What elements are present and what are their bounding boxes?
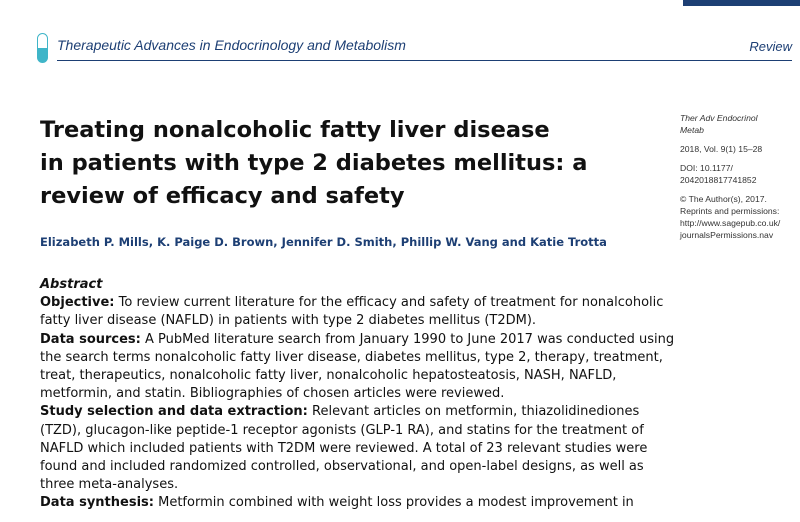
journal-capsule-icon	[37, 33, 48, 63]
title-line: review of efficacy and safety	[40, 183, 405, 209]
section-text: Relevant articles on metformin, thiazoli…	[40, 404, 648, 493]
header-divider	[57, 60, 792, 61]
reprints-label: Reprints and permissions:	[680, 206, 780, 216]
section-label: Data synthesis:	[40, 495, 154, 511]
article-metadata-sidebar: Ther Adv Endocrinol Metab 2018, Vol. 9(1…	[680, 112, 798, 241]
section-text: A PubMed literature search from January …	[40, 331, 675, 402]
doi-value: 2042018817741852	[680, 175, 757, 185]
header-accent-bar	[683, 0, 800, 6]
permissions-link[interactable]: http://www.sagepub.co.uk/	[680, 218, 781, 228]
journal-abbreviation: Ther Adv Endocrinol	[680, 113, 758, 123]
abstract-heading: Abstract	[40, 277, 103, 292]
doi-label: DOI: 10.1177/	[680, 163, 733, 173]
abstract-section-study-selection: Study selection and data extraction: Rel…	[40, 403, 680, 494]
section-label: Objective:	[40, 295, 115, 311]
abstract-section-data-sources: Data sources: A PubMed literature search…	[40, 331, 680, 404]
abstract: Abstract Objective: To review current li…	[40, 276, 680, 513]
section-label: Study selection and data extraction:	[40, 404, 308, 420]
journal-name: Therapeutic Advances in Endocrinology an…	[57, 37, 406, 53]
abstract-section-data-synthesis: Data synthesis: Metformin combined with …	[40, 494, 680, 512]
section-label: Data sources:	[40, 331, 141, 347]
section-text: Metformin combined with weight loss prov…	[158, 495, 634, 511]
title-line: Treating nonalcoholic fatty liver diseas…	[40, 117, 550, 143]
author-list: Elizabeth P. Mills, K. Paige D. Brown, J…	[40, 235, 607, 249]
abstract-section-objective: Objective: To review current literature …	[40, 294, 680, 330]
article-type-label: Review	[749, 39, 792, 54]
copyright-notice: © The Author(s), 2017.	[680, 194, 767, 204]
journal-abbreviation: Metab	[680, 125, 704, 135]
permissions-link[interactable]: journalsPermissions.nav	[680, 230, 774, 240]
title-line: in patients with type 2 diabetes mellitu…	[40, 150, 588, 176]
section-text: To review current literature for the eff…	[40, 295, 664, 329]
article-title: Treating nonalcoholic fatty liver diseas…	[40, 114, 640, 213]
citation-info: 2018, Vol. 9(1) 15–28	[680, 144, 763, 154]
